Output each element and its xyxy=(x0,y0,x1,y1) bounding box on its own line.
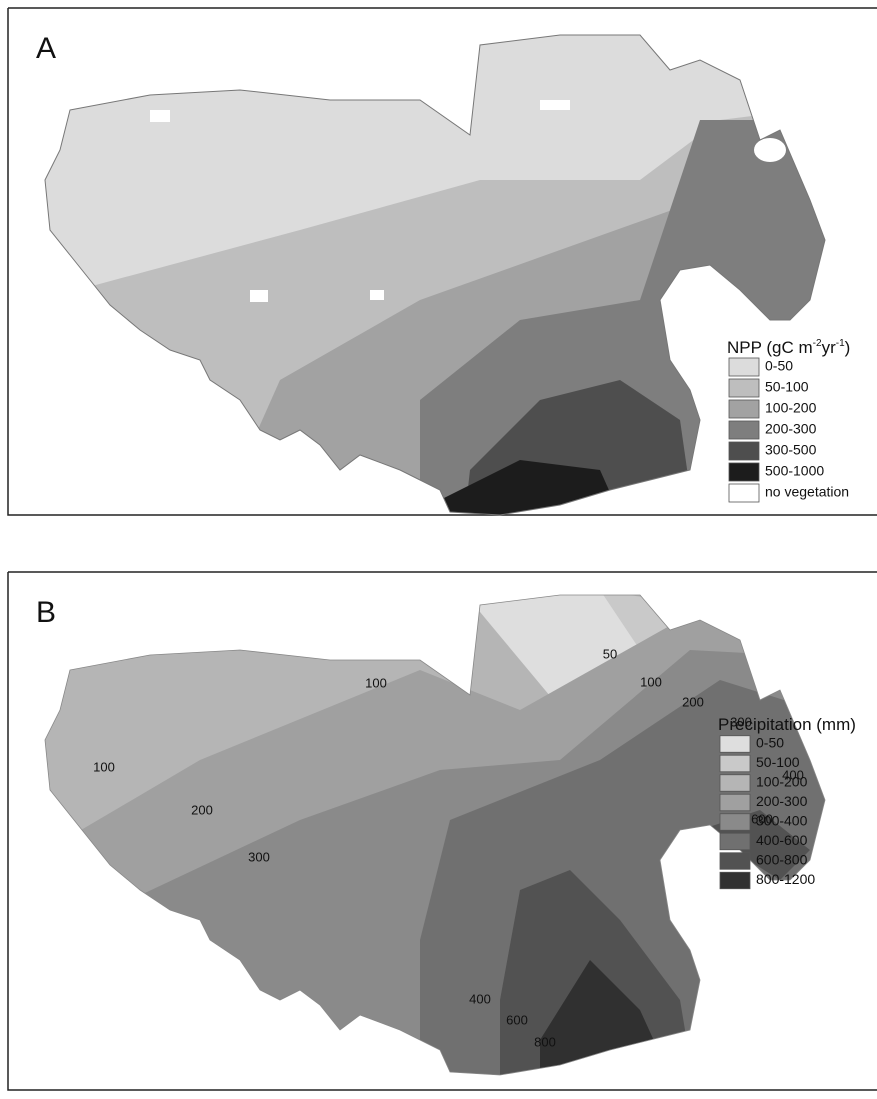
legend-label: 300-400 xyxy=(756,813,808,829)
contour-label: 200 xyxy=(682,694,704,709)
contour-label: 400 xyxy=(469,991,491,1006)
contour-label: 800 xyxy=(534,1034,556,1049)
legend-title: Precipitation (mm) xyxy=(718,715,856,734)
legend-label: 800-1200 xyxy=(756,871,815,887)
legend-label: 500-1000 xyxy=(765,463,824,479)
legend-swatch xyxy=(729,400,759,418)
panel-label: B xyxy=(36,596,56,629)
legend-title: NPP (gC m-2yr-1) xyxy=(727,338,850,357)
legend-label: 0-50 xyxy=(756,735,784,751)
legend-swatch xyxy=(720,833,750,850)
legend-swatch xyxy=(720,814,750,831)
legend-label: 100-200 xyxy=(765,400,817,416)
legend-swatch xyxy=(720,775,750,792)
legend-swatch xyxy=(729,358,759,376)
legend-swatch xyxy=(729,442,759,460)
legend-label: 50-100 xyxy=(765,379,809,395)
legend-label: 50-100 xyxy=(756,754,800,770)
contour-label: 50 xyxy=(603,646,617,661)
contour-label: 200 xyxy=(191,802,213,817)
panel-label: A xyxy=(36,32,56,65)
legend-label: 200-300 xyxy=(765,421,817,437)
figure: A NPP (gC m-2yr-1)0-5050-100100-200200-3… xyxy=(0,0,877,1099)
legend-swatch xyxy=(720,794,750,811)
legend-swatch xyxy=(729,421,759,439)
legend-label: no vegetation xyxy=(765,484,849,500)
panel-b: B 50 100 200 300 100 100 400 200 600 300… xyxy=(0,560,877,1099)
legend-label: 0-50 xyxy=(765,358,793,374)
legend-swatch xyxy=(720,755,750,772)
legend-title-part: Precipitation (mm) xyxy=(718,715,856,734)
panel-a: A NPP (gC m-2yr-1)0-50 50-100 100-200 200-3… xyxy=(0,0,877,560)
legend-label: 200-300 xyxy=(756,793,808,809)
legend-swatch xyxy=(720,736,750,753)
legend-label: 100-200 xyxy=(756,774,808,790)
legend-swatch xyxy=(729,463,759,481)
contour-label: 600 xyxy=(506,1012,528,1027)
contour-label: 100 xyxy=(93,759,115,774)
legend-swatch xyxy=(729,484,759,502)
legend-label: 400-600 xyxy=(756,832,808,848)
legend-title-part: NPP (gC m xyxy=(727,338,813,357)
legend-swatch xyxy=(720,872,750,889)
legend: NPP (gC m-2yr-1)0-50 50-100 100-200 200-300… xyxy=(727,338,850,502)
contour-label: 100 xyxy=(640,674,662,689)
legend-label: 600-800 xyxy=(756,852,808,868)
legend-label: 300-500 xyxy=(765,442,817,458)
legend-title-part: ) xyxy=(845,338,851,357)
contour-label: 300 xyxy=(248,849,270,864)
legend-swatch xyxy=(729,379,759,397)
contour-label: 100 xyxy=(365,675,387,690)
legend-title-part: yr xyxy=(822,338,837,357)
legend-swatch xyxy=(720,853,750,870)
